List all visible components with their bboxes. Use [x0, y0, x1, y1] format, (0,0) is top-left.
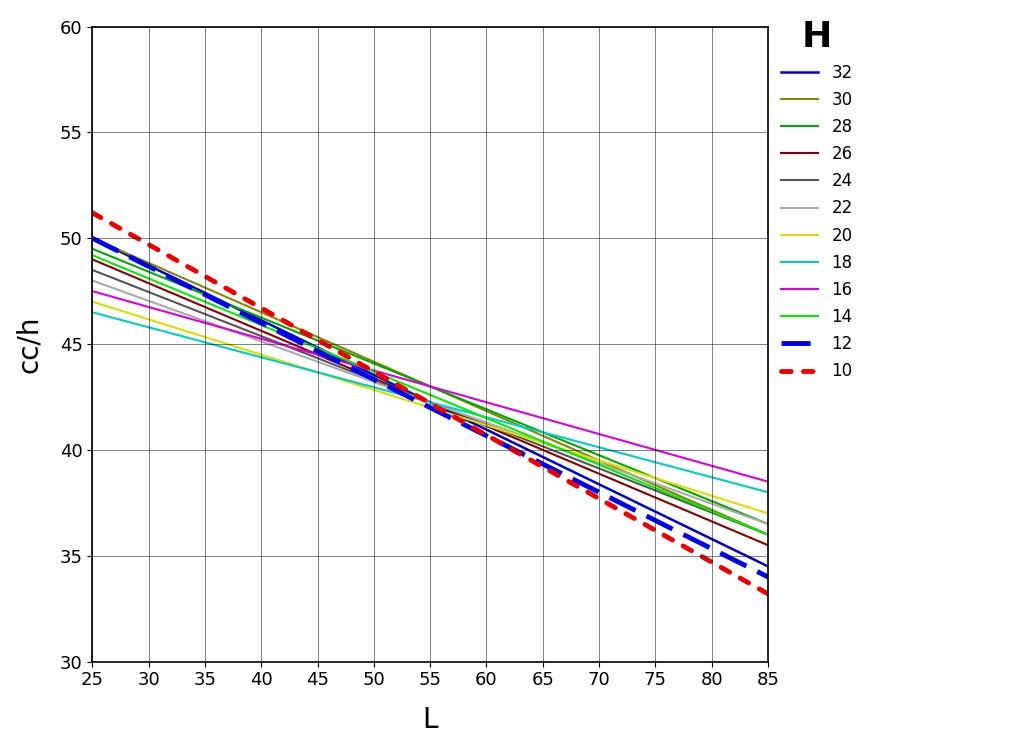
X-axis label: L: L [423, 706, 438, 734]
Y-axis label: cc/h: cc/h [15, 315, 43, 373]
Legend: 32, 30, 28, 26, 24, 22, 20, 18, 16, 14, 12, 10: 32, 30, 28, 26, 24, 22, 20, 18, 16, 14, … [775, 13, 859, 387]
